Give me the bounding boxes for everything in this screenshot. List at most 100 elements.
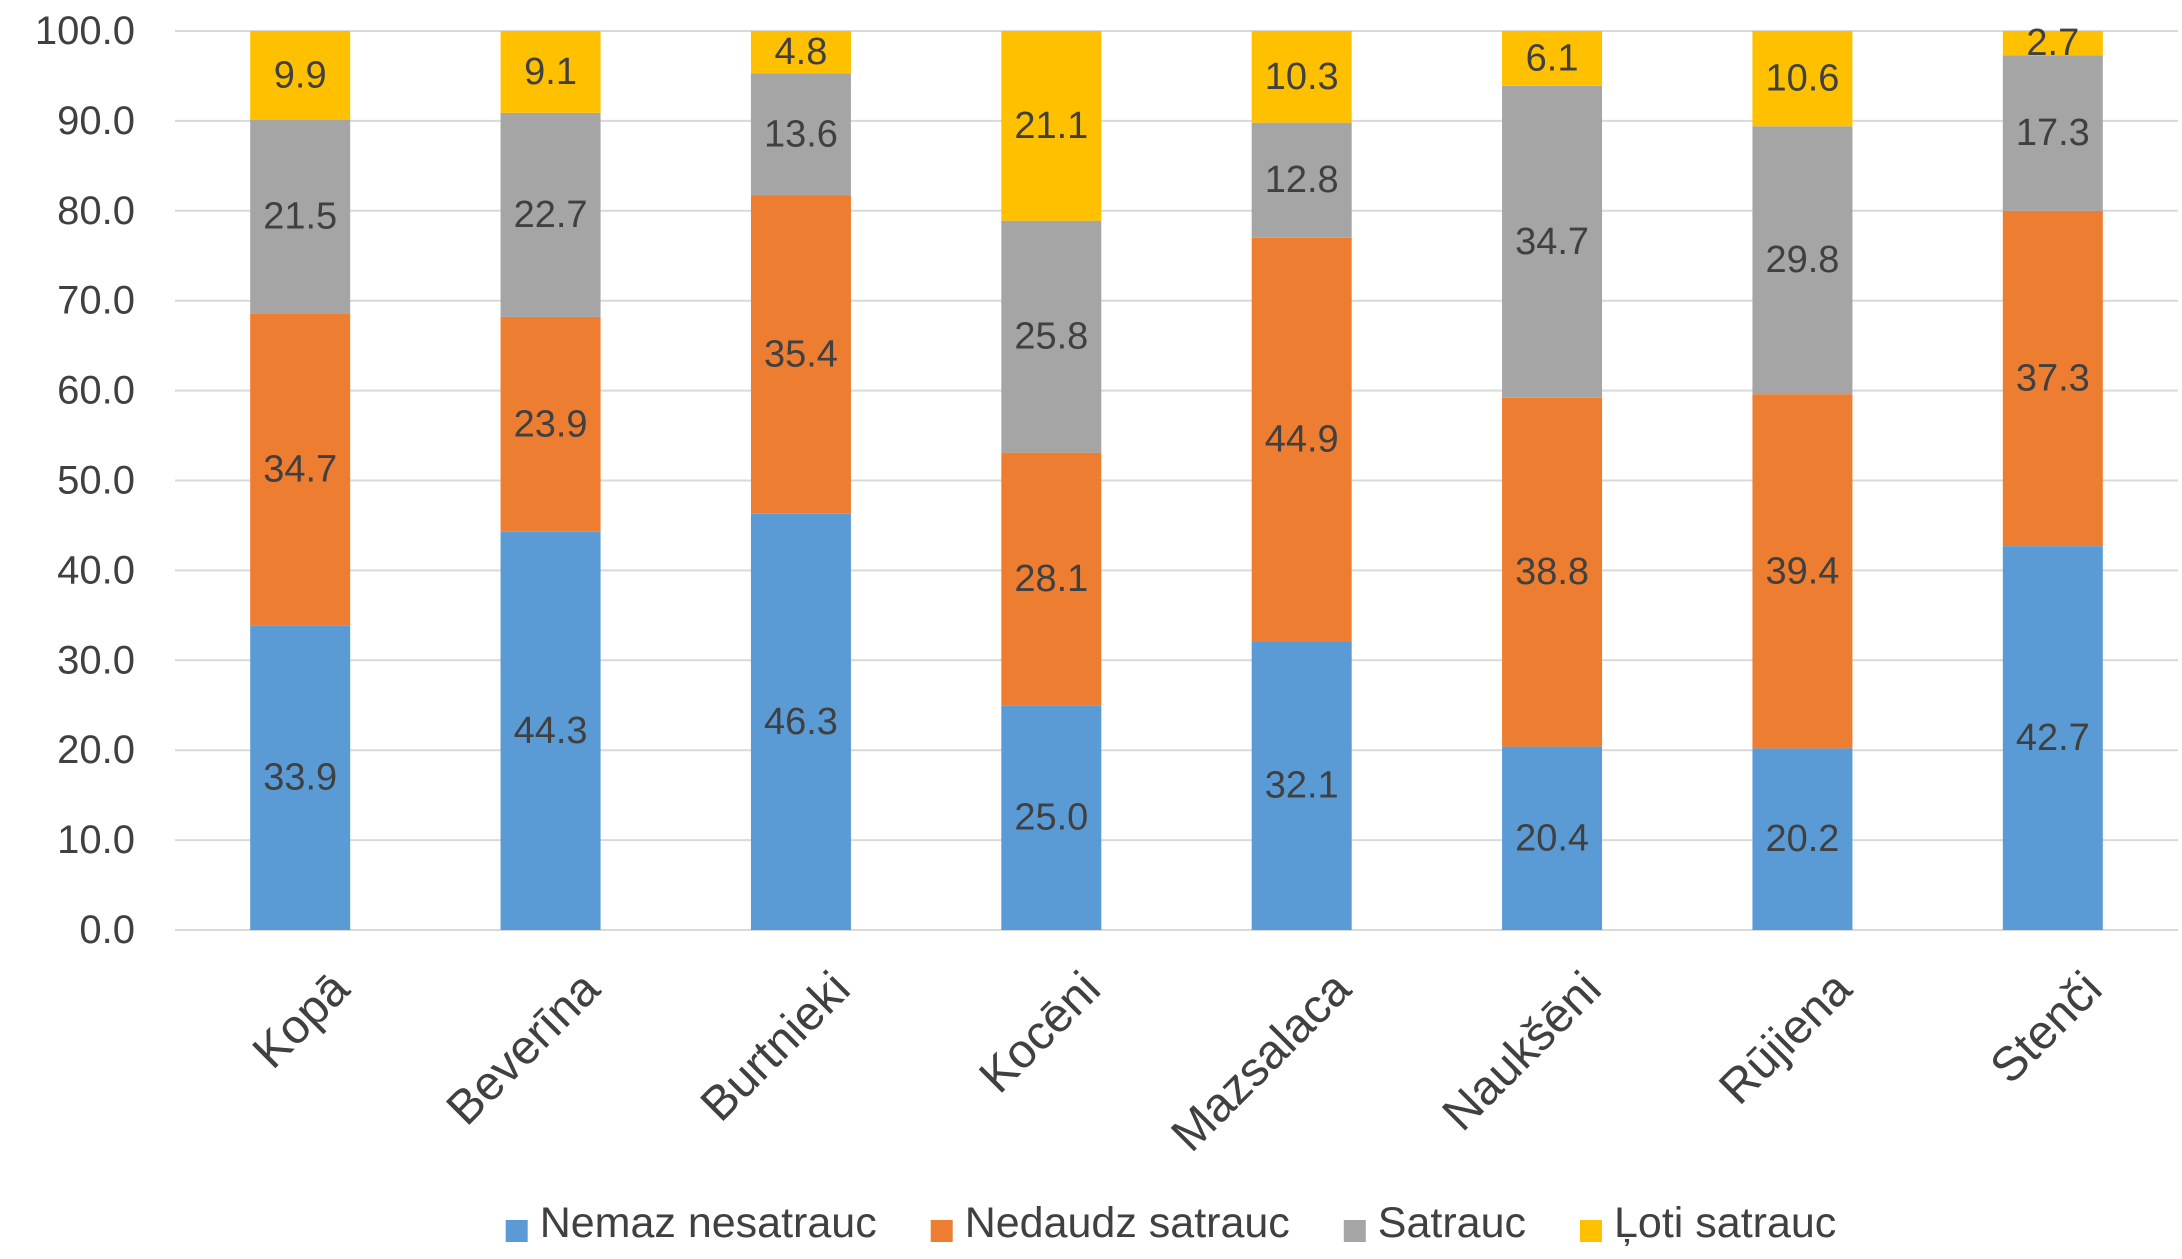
y-tick-label: 70.0 [57,279,135,323]
bar-segment [750,195,851,514]
bar-segment [2002,55,2103,211]
gridlines [175,30,2178,931]
y-tick-label: 60.0 [57,369,135,413]
data-label: 22.7 [514,194,588,236]
bar-segment [1001,31,1102,221]
data-label: 37.3 [2016,357,2090,399]
data-label: 25.0 [1014,797,1088,839]
data-label: 44.3 [514,710,588,752]
data-label: 46.3 [764,701,838,743]
y-tick-label: 0.0 [79,908,135,952]
bar-segment [2002,546,2103,930]
data-label: 34.7 [1515,221,1589,263]
legend-item: Satrauc [1343,1199,1526,1247]
x-tick-label: Mazsalaca [1162,962,1362,1162]
x-tick-label: Kopā [243,962,360,1079]
bar-segment [1502,31,1603,86]
legend-label: Nemaz nesatrauc [540,1199,877,1247]
y-axis: 0.0 10.0 20.0 30.0 40.0 50.0 60.0 70.0 80.0 90.0 1… [35,9,135,952]
data-label: 34.7 [263,448,337,490]
bar-segment [1251,31,1352,123]
legend-swatch [1343,1220,1366,1242]
data-label: 35.4 [764,334,838,376]
y-tick-label: 30.0 [57,638,135,682]
data-label: 38.8 [1515,551,1589,593]
data-label: 13.6 [764,113,838,155]
x-tick-label: Beverīna [437,962,611,1136]
bar-segment [750,513,851,930]
data-label: 21.5 [263,196,337,238]
bar-segment [250,120,351,314]
bar-segment [1001,220,1102,453]
x-axis: Kopā Beverīna Burtnieki Kocēni Mazsalaca Nauk… [243,962,2112,1162]
data-label: 12.8 [1265,159,1339,201]
bar-segment [1752,748,1853,930]
bar-segment [1502,85,1603,398]
bars: 33.9 34.7 21.5 9.9 44.3 23.9 22.7 9.1 46.3 35.4 13… [250,22,2103,930]
bar-segment [500,31,601,113]
x-tick-label: Burtnieki [691,962,861,1132]
bar-segment [500,316,601,532]
legend-label: Ļoti satrauc [1614,1199,1836,1247]
bar-segment [2002,210,2103,547]
x-tick-label: Rūjiena [1709,962,1862,1115]
data-label: 21.1 [1014,105,1088,147]
data-label: 9.1 [524,51,577,93]
bar-segment [1752,394,1853,749]
bar-segment [1752,126,1853,395]
data-label: 4.8 [775,31,828,73]
data-label: 20.4 [1515,817,1589,859]
bar-segment [750,73,851,196]
bar-segment [250,313,351,626]
data-label: 23.9 [514,403,588,445]
y-tick-label: 20.0 [57,728,135,772]
bar-segment [1001,705,1102,930]
y-tick-label: 10.0 [57,818,135,862]
legend-swatch [505,1220,528,1242]
y-tick-label: 90.0 [57,99,135,143]
bar-segment [500,531,601,930]
legend-item: Nedaudz satrauc [930,1199,1290,1247]
data-label: 44.9 [1265,419,1339,461]
legend: Nemaz nesatrauc Nedaudz satrauc Satrauc Ļot… [505,1199,1836,1247]
bar-segment [1251,237,1352,642]
y-tick-label: 100.0 [35,9,135,53]
bar-segment [750,31,851,74]
legend-swatch [1580,1220,1602,1242]
y-tick-label: 50.0 [57,459,135,503]
data-label: 29.8 [1765,239,1839,281]
data-label: 32.1 [1265,765,1339,807]
legend-swatch [930,1220,953,1242]
data-label: 10.3 [1265,56,1339,98]
data-label: 20.2 [1765,818,1839,860]
bar-segment [250,31,351,121]
data-label: 6.1 [1526,37,1579,79]
data-label: 17.3 [2016,112,2090,154]
x-tick-label: Stenči [1981,962,2113,1094]
bar-segment [1251,122,1352,238]
legend-label: Satrauc [1378,1199,1526,1247]
bar-segment [250,625,351,930]
data-label: 2.7 [2026,22,2079,64]
bar-segment [1502,746,1603,930]
bar-segment [1251,641,1352,930]
data-label: 28.1 [1014,558,1088,600]
legend-item: Nemaz nesatrauc [505,1199,877,1247]
data-label: 42.7 [2016,717,2090,759]
bar-segment [1502,397,1603,747]
legend-item: Ļoti satrauc [1580,1199,1836,1247]
bar-segment [500,112,601,317]
data-label: 25.8 [1014,316,1088,358]
y-tick-label: 40.0 [57,548,135,592]
data-label: 33.9 [263,757,337,799]
bar-segment [2002,31,2103,56]
bar-segment [1001,452,1102,706]
data-label: 10.6 [1765,58,1839,100]
y-tick-label: 80.0 [57,189,135,233]
x-tick-label: Naukšēni [1433,962,1612,1141]
data-label: 39.4 [1765,550,1839,592]
bar-segment [1752,31,1853,127]
x-tick-label: Kocēni [970,962,1111,1103]
legend-label: Nedaudz satrauc [965,1199,1290,1247]
